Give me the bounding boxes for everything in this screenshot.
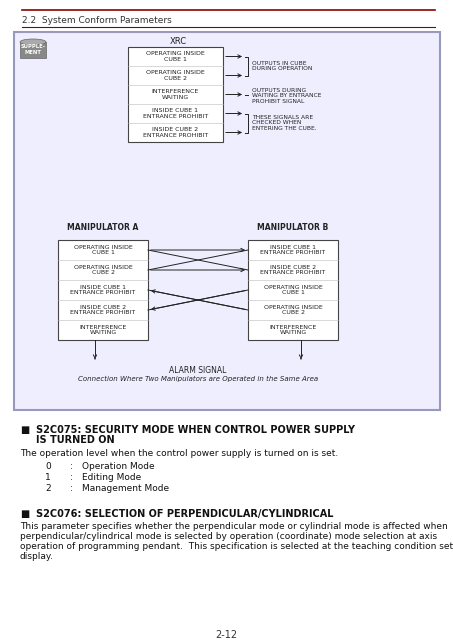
Text: OPERATING INSIDE
CUBE 1: OPERATING INSIDE CUBE 1: [74, 244, 132, 255]
Text: ■: ■: [20, 509, 29, 519]
Text: MANIPULATOR A: MANIPULATOR A: [67, 223, 139, 232]
Text: ALARM SIGNAL: ALARM SIGNAL: [169, 366, 226, 375]
Text: Connection Where Two Manipulators are Operated in the Same Area: Connection Where Two Manipulators are Op…: [78, 376, 318, 382]
Text: Editing Mode: Editing Mode: [82, 473, 141, 482]
Text: INSIDE CUBE 1
ENTRANCE PROHIBIT: INSIDE CUBE 1 ENTRANCE PROHIBIT: [260, 244, 326, 255]
Text: :: :: [70, 473, 73, 482]
Text: 0: 0: [45, 462, 51, 471]
Text: OUTPUTS IN CUBE
DURING OPERATION: OUTPUTS IN CUBE DURING OPERATION: [252, 61, 313, 72]
Text: SUPPLE-
MENT: SUPPLE- MENT: [20, 44, 45, 55]
Ellipse shape: [20, 39, 46, 45]
Text: The operation level when the control power supply is turned on is set.: The operation level when the control pow…: [20, 449, 338, 458]
Text: S2C076: SELECTION OF PERPENDICULAR/CYLINDRICAL: S2C076: SELECTION OF PERPENDICULAR/CYLIN…: [36, 509, 333, 519]
Text: INSIDE CUBE 1
ENTRANCE PROHIBIT: INSIDE CUBE 1 ENTRANCE PROHIBIT: [70, 285, 135, 296]
Text: ■: ■: [20, 425, 29, 435]
Text: OPERATING INSIDE
CUBE 2: OPERATING INSIDE CUBE 2: [264, 305, 323, 316]
Text: perpendicular/cylindrical mode is selected by operation (coordinate) mode select: perpendicular/cylindrical mode is select…: [20, 532, 437, 541]
Text: 2-12: 2-12: [215, 630, 237, 640]
Text: OPERATING INSIDE
CUBE 1: OPERATING INSIDE CUBE 1: [264, 285, 323, 296]
Text: INSIDE CUBE 1
ENTRANCE PROHIBIT: INSIDE CUBE 1 ENTRANCE PROHIBIT: [143, 108, 208, 119]
Bar: [248, 240, 338, 340]
Text: OUTPUTS DURING
WAITING BY ENTRANCE
PROHIBIT SIGNAL: OUTPUTS DURING WAITING BY ENTRANCE PROHI…: [252, 88, 321, 104]
Text: MANIPULATOR B: MANIPULATOR B: [257, 223, 328, 232]
Text: :: :: [70, 462, 73, 471]
Text: This parameter specifies whether the perpendicular mode or cylindrial mode is af: This parameter specifies whether the per…: [20, 522, 448, 531]
Text: IS TURNED ON: IS TURNED ON: [36, 435, 115, 445]
Text: INSIDE CUBE 2
ENTRANCE PROHIBIT: INSIDE CUBE 2 ENTRANCE PROHIBIT: [143, 127, 208, 138]
Text: OPERATING INSIDE
CUBE 2: OPERATING INSIDE CUBE 2: [74, 264, 132, 275]
Text: OPERATING INSIDE
CUBE 1: OPERATING INSIDE CUBE 1: [146, 51, 205, 62]
Text: INTERFERENCE
WAITING: INTERFERENCE WAITING: [152, 89, 199, 100]
Text: INSIDE CUBE 2
ENTRANCE PROHIBIT: INSIDE CUBE 2 ENTRANCE PROHIBIT: [70, 305, 135, 316]
Text: OPERATING INSIDE
CUBE 2: OPERATING INSIDE CUBE 2: [146, 70, 205, 81]
Text: INTERFERENCE
WAITING: INTERFERENCE WAITING: [270, 324, 317, 335]
Text: INTERFERENCE
WAITING: INTERFERENCE WAITING: [79, 324, 127, 335]
Text: Operation Mode: Operation Mode: [82, 462, 154, 471]
Text: S2C075: SECURITY MODE WHEN CONTROL POWER SUPPLY: S2C075: SECURITY MODE WHEN CONTROL POWER…: [36, 425, 355, 435]
Text: 2: 2: [45, 484, 51, 493]
Text: display.: display.: [20, 552, 54, 561]
Bar: [20, 42, 46, 58]
Bar: [128, 47, 223, 142]
Bar: [14, 32, 440, 410]
Text: :: :: [70, 484, 73, 493]
Text: THESE SIGNALS ARE
CHECKED WHEN
ENTERING THE CUBE.: THESE SIGNALS ARE CHECKED WHEN ENTERING …: [252, 115, 317, 131]
Bar: [58, 240, 148, 340]
Text: XRC: XRC: [169, 37, 187, 46]
Text: INSIDE CUBE 2
ENTRANCE PROHIBIT: INSIDE CUBE 2 ENTRANCE PROHIBIT: [260, 264, 326, 275]
Text: Management Mode: Management Mode: [82, 484, 169, 493]
Text: 1: 1: [45, 473, 51, 482]
Text: 2.2  System Conform Parameters: 2.2 System Conform Parameters: [22, 16, 172, 25]
Text: operation of programming pendant.  This specification is selected at the teachin: operation of programming pendant. This s…: [20, 542, 453, 551]
